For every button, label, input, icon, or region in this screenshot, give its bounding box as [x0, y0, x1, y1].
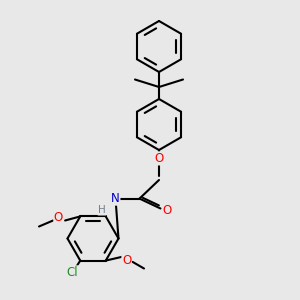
- Text: O: O: [54, 211, 63, 224]
- Text: N: N: [111, 192, 120, 205]
- Text: O: O: [163, 204, 172, 218]
- Text: O: O: [154, 152, 164, 165]
- Text: O: O: [122, 254, 131, 267]
- Text: H: H: [98, 205, 106, 215]
- Text: Cl: Cl: [67, 266, 78, 279]
